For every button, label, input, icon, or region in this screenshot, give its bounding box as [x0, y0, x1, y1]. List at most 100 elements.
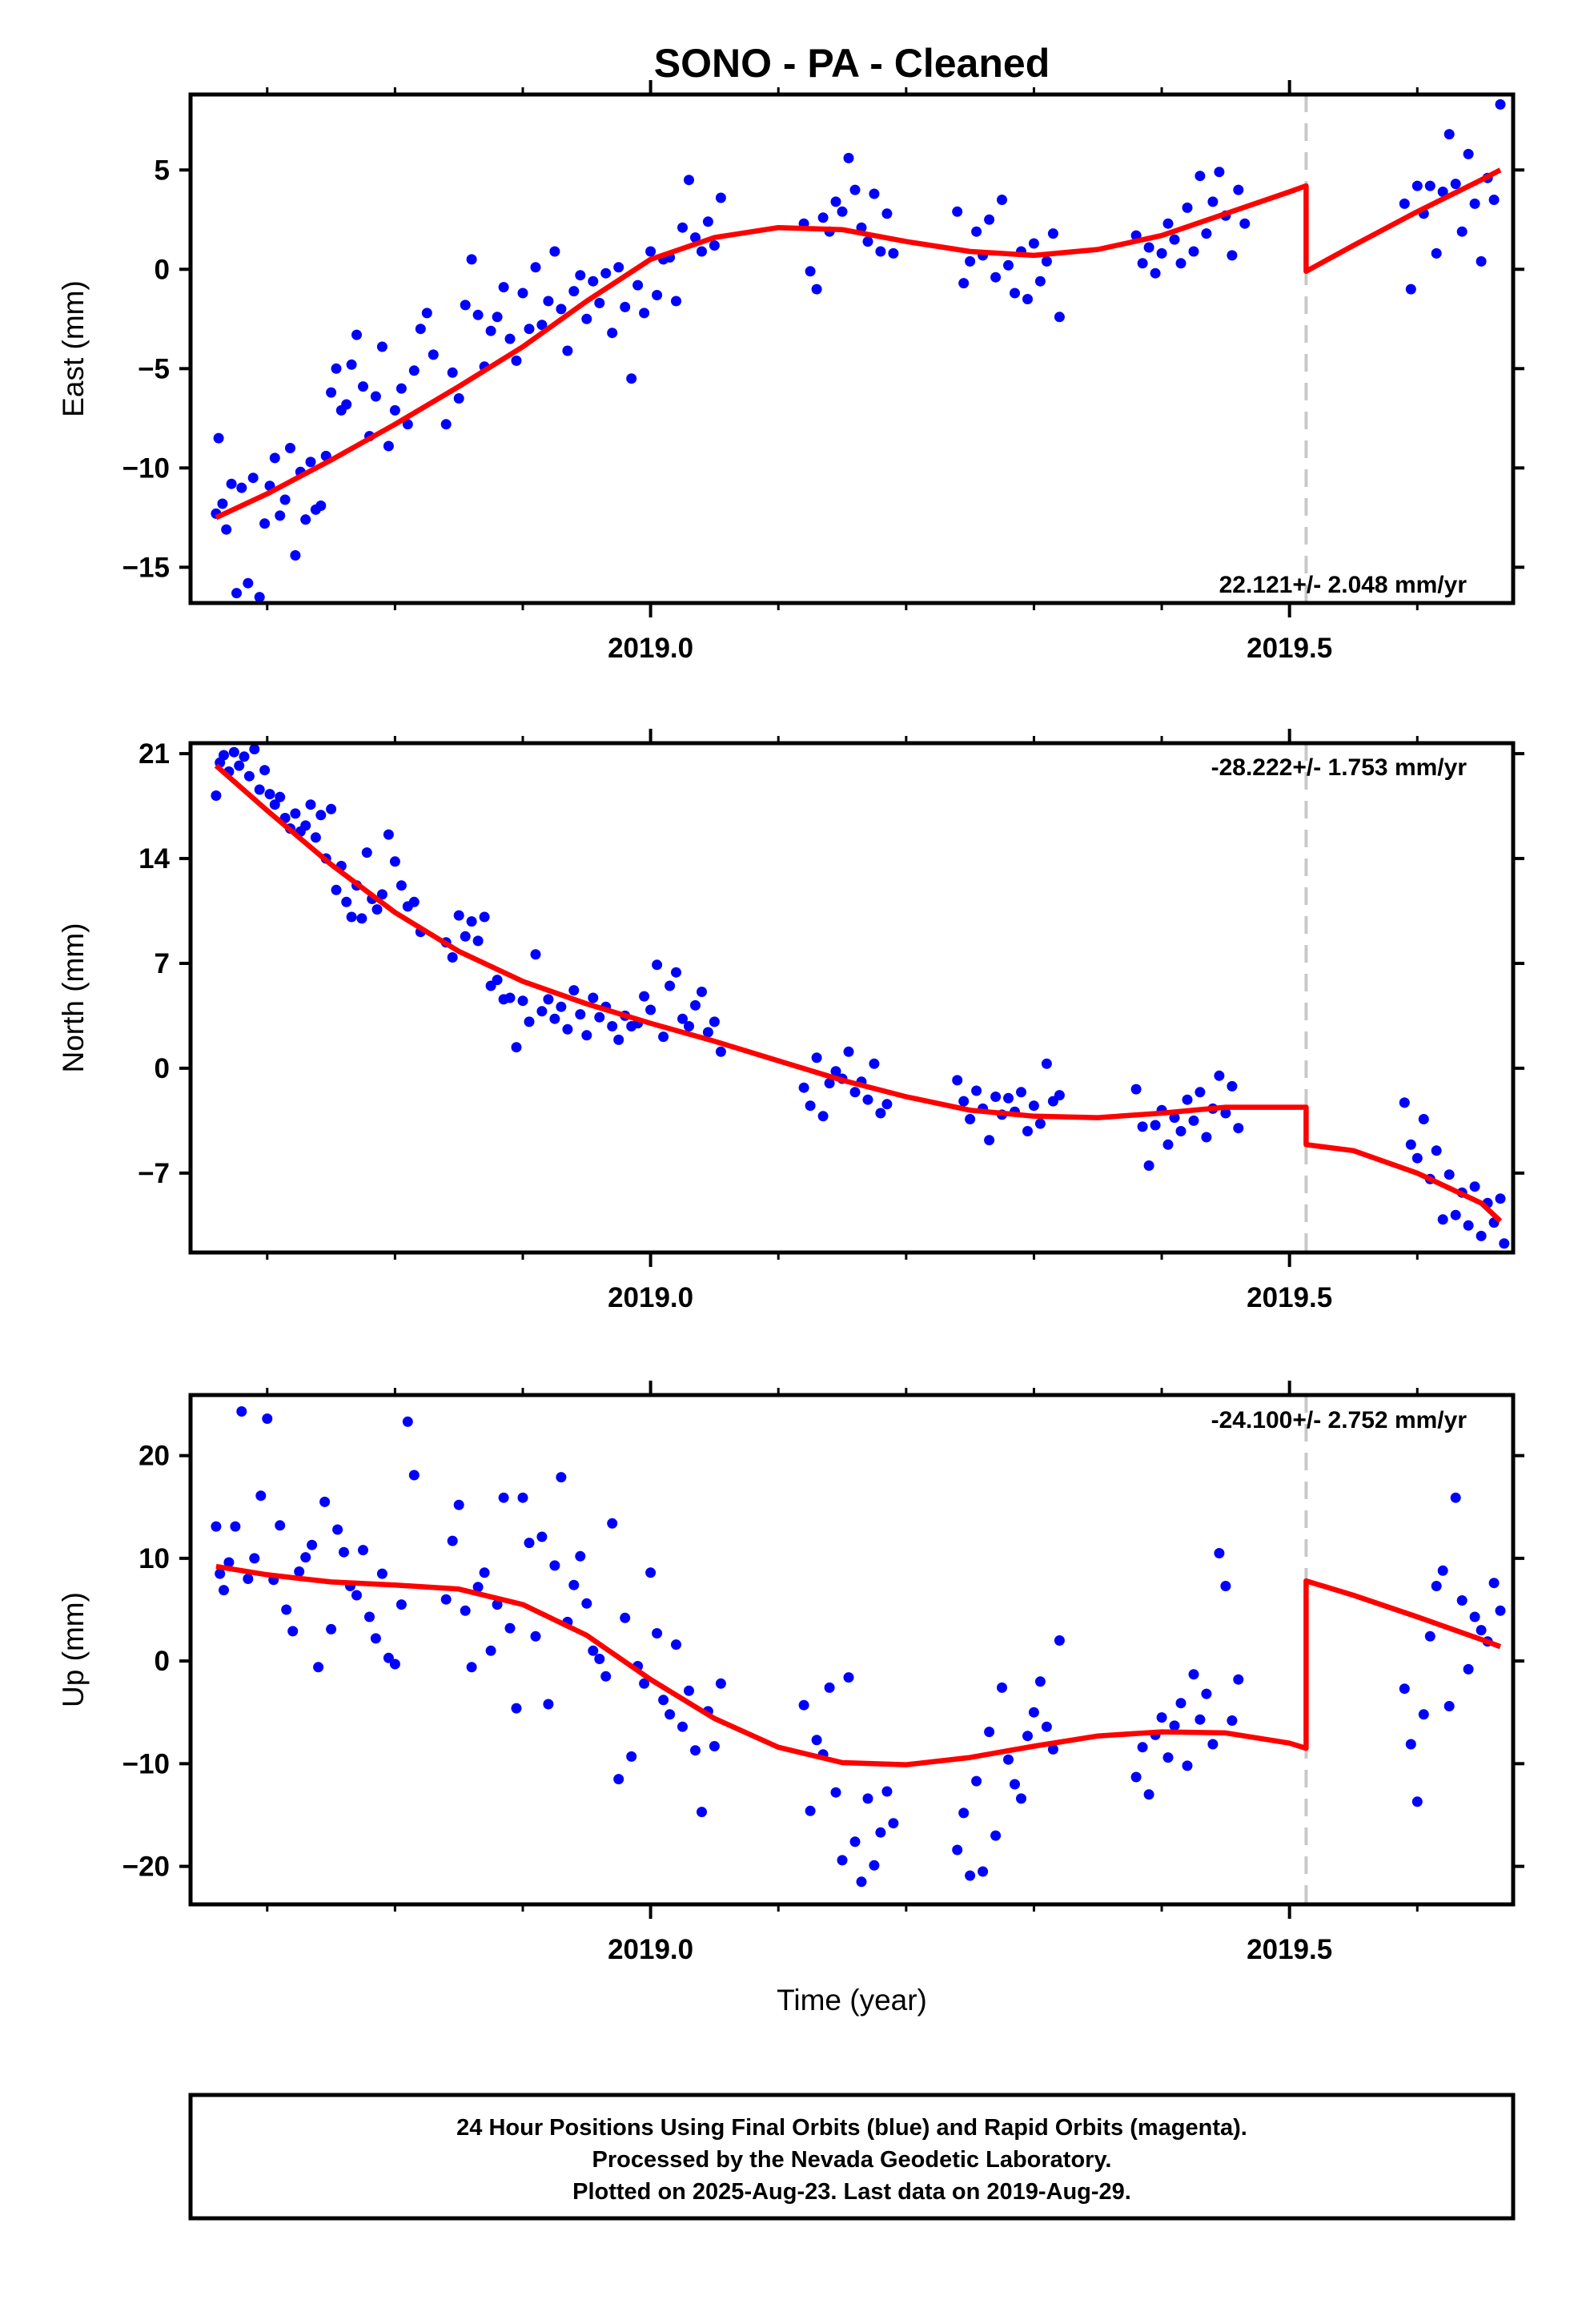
up-data-point [1182, 1760, 1193, 1771]
east-data-point [217, 498, 228, 509]
north-data-point [460, 931, 471, 942]
north-data-point [1054, 1090, 1065, 1101]
north-data-point [264, 789, 275, 800]
north-data-point [1003, 1092, 1014, 1104]
east-data-point [1495, 99, 1506, 110]
up-data-point [351, 1590, 362, 1601]
north-data-point [652, 959, 663, 971]
north-data-point [239, 751, 250, 762]
east-frame [188, 92, 1516, 605]
up-data-point [262, 1413, 273, 1424]
north-plot-area [211, 743, 1510, 1252]
up-data-point [626, 1751, 637, 1762]
up-data-point [1003, 1754, 1014, 1765]
up-data-point [652, 1628, 663, 1638]
up-data-point [665, 1709, 676, 1720]
north-data-point [1476, 1230, 1487, 1241]
east-data-point [1041, 255, 1052, 267]
north-data-point [875, 1108, 886, 1119]
north-frame [188, 741, 1516, 1255]
east-data-point [226, 478, 237, 489]
up-data-point [219, 1585, 229, 1596]
up-data-point [1169, 1720, 1180, 1731]
east-data-point [881, 208, 893, 219]
east-data-point [536, 320, 548, 331]
east-data-point [453, 393, 464, 404]
up-x-tick-label: 2019.5 [1247, 1934, 1332, 1965]
up-data-point [1233, 1674, 1244, 1685]
up-data-point [1047, 1743, 1058, 1755]
x-axis-label: Time (year) [777, 1984, 927, 2016]
up-data-point [376, 1568, 387, 1579]
up-data-point [1488, 1578, 1500, 1589]
north-data-point [1150, 1120, 1161, 1131]
up-data-point [978, 1866, 989, 1877]
up-data-point [1437, 1565, 1448, 1576]
up-frame [188, 1393, 1516, 1907]
panel-east: −15 −10 −5 0 5 2019.0 2019.5 East (mm) 22.121+/-… [57, 80, 1524, 664]
east-data-point [958, 278, 970, 289]
east-data-point [466, 254, 477, 265]
up-data-point [1201, 1688, 1212, 1699]
east-data-point [1443, 129, 1455, 140]
up-data-point [255, 1490, 267, 1502]
north-data-point [356, 913, 367, 924]
up-data-point [715, 1678, 726, 1689]
east-data-point [709, 240, 720, 251]
up-data-point [326, 1623, 337, 1634]
north-data-point [562, 1023, 573, 1035]
up-data-point [997, 1682, 1007, 1693]
up-data-point [798, 1699, 809, 1711]
up-data-point [1010, 1779, 1020, 1790]
east-data-point [259, 518, 271, 529]
east-data-point [341, 399, 352, 410]
east-data-point [389, 404, 400, 416]
north-data-point [1399, 1097, 1410, 1108]
up-data-point [862, 1793, 873, 1804]
up-model-line [215, 1563, 1502, 1767]
north-data-point [1182, 1094, 1193, 1105]
up-data-point [319, 1496, 331, 1507]
east-data-point [562, 345, 573, 356]
north-data-point [862, 1094, 873, 1105]
up-data-point [639, 1678, 650, 1689]
up-data-point [466, 1662, 477, 1673]
east-data-point [1239, 218, 1251, 229]
up-data-point [389, 1659, 400, 1670]
east-data-point [370, 391, 381, 402]
east-data-point [1227, 250, 1238, 261]
east-y-tick-label: 5 [155, 155, 170, 186]
north-data-point [1463, 1220, 1474, 1231]
north-data-point [1214, 1070, 1225, 1081]
up-data-point [613, 1774, 624, 1785]
east-data-point [1175, 258, 1186, 269]
up-data-point [1195, 1714, 1206, 1725]
east-data-point [1207, 196, 1219, 207]
up-data-point [243, 1574, 254, 1584]
north-data-point [492, 975, 503, 986]
up-data-point [230, 1521, 241, 1532]
up-data-point [332, 1524, 343, 1535]
north-data-point [965, 1114, 976, 1124]
north-data-point [536, 1006, 548, 1017]
east-data-point [607, 328, 618, 339]
north-data-point [211, 790, 222, 801]
north-data-point [472, 935, 484, 947]
north-data-point [1169, 1112, 1180, 1124]
north-data-point [259, 765, 271, 776]
up-data-point [869, 1860, 880, 1871]
north-data-point [607, 1021, 618, 1031]
north-data-point [234, 760, 245, 771]
north-data-point [1175, 1126, 1186, 1136]
footer-box [188, 2093, 1516, 2221]
east-data-point [504, 333, 516, 344]
up-data-point [958, 1807, 970, 1819]
east-data-point [632, 279, 644, 291]
up-data-point [1162, 1752, 1174, 1763]
east-data-point [626, 373, 637, 384]
up-y-tick-label: 20 [139, 1441, 170, 1472]
up-data-point [830, 1787, 841, 1798]
east-data-point [1201, 228, 1212, 239]
north-data-point [1201, 1132, 1212, 1143]
